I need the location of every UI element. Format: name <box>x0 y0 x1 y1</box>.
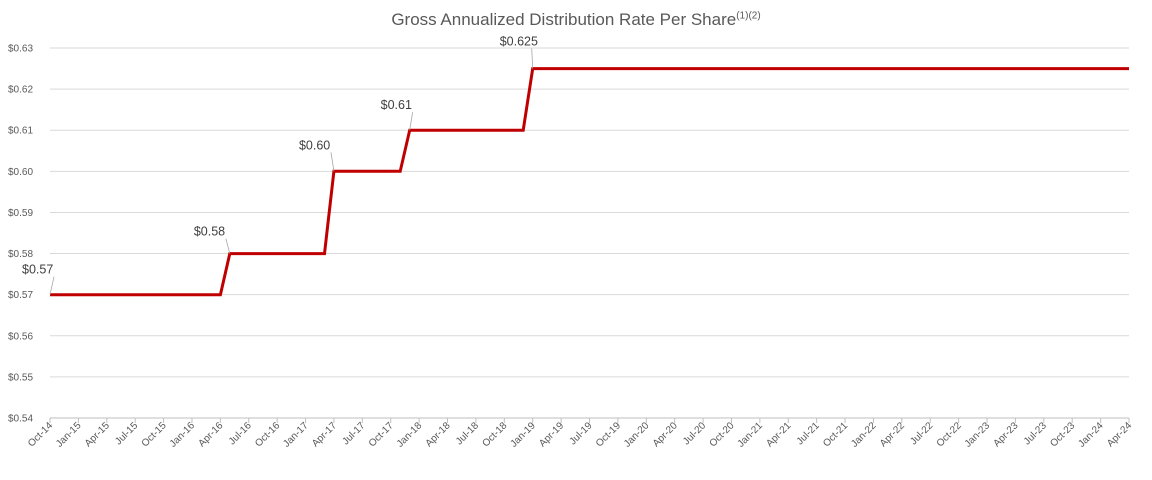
x-tick-label: Apr-17 <box>310 420 339 449</box>
data-label: $0.60 <box>299 138 330 152</box>
x-tick-label: Jan-21 <box>736 420 766 450</box>
x-tick-label: Oct-15 <box>140 420 169 449</box>
x-tick-label: Jan-18 <box>395 420 425 450</box>
y-tick-label: $0.59 <box>8 208 33 219</box>
series-line <box>50 67 1129 297</box>
x-tick-label: Jul-18 <box>454 420 481 447</box>
x-tick-label: Apr-24 <box>1105 420 1134 449</box>
x-tick-label: Oct-22 <box>935 420 964 449</box>
x-tick-label: Oct-21 <box>821 420 850 449</box>
data-label-leader <box>49 276 55 295</box>
x-tick-label: Jan-20 <box>622 420 652 450</box>
y-tick-label: $0.61 <box>8 126 33 137</box>
x-tick-label: Apr-23 <box>992 420 1021 449</box>
x-tick-label: Apr-18 <box>424 420 453 449</box>
x-tick-label: Oct-18 <box>480 420 509 449</box>
y-tick-label: $0.58 <box>8 249 33 260</box>
x-tick-label: Oct-17 <box>367 420 396 449</box>
x-tick-label: Jan-24 <box>1076 420 1106 450</box>
x-tick-label: Oct-19 <box>594 420 623 449</box>
data-label-leader <box>330 152 335 172</box>
x-tick-label: Oct-20 <box>708 420 737 449</box>
x-tick-label: Jul-22 <box>908 420 935 447</box>
x-tick-label: Apr-16 <box>196 420 225 449</box>
chart-title: Gross Annualized Distribution Rate Per S… <box>391 10 761 29</box>
y-tick-label: $0.62 <box>8 85 33 96</box>
x-tick-label: Apr-20 <box>651 420 680 449</box>
data-label: $0.61 <box>381 98 412 112</box>
x-tick-label: Jul-15 <box>113 420 140 447</box>
x-tick-label: Oct-16 <box>253 420 282 449</box>
data-label-leader <box>531 48 534 69</box>
x-tick-label: Jul-21 <box>795 420 822 447</box>
x-tick-label: Jan-17 <box>281 420 311 450</box>
x-tick-label: Apr-15 <box>83 420 112 449</box>
x-tick-label: Jul-23 <box>1022 420 1049 447</box>
x-tick-label: Jan-15 <box>54 420 84 450</box>
data-label: $0.625 <box>500 35 538 49</box>
x-tick-label: Jan-23 <box>963 420 993 450</box>
y-tick-label: $0.56 <box>8 331 33 342</box>
x-tick-label: Jan-16 <box>168 420 198 450</box>
y-tick-label: $0.63 <box>8 44 33 55</box>
y-tick-label: $0.60 <box>8 167 33 178</box>
x-tick-label: Apr-19 <box>537 420 566 449</box>
chart-title-superscript: (1)(2) <box>736 10 761 22</box>
x-tick-label: Jul-16 <box>227 420 254 447</box>
x-tick-label: Jan-22 <box>849 420 879 450</box>
data-label: $0.58 <box>194 225 225 239</box>
data-label: $0.57 <box>22 263 53 277</box>
x-tick-label: Jan-19 <box>508 420 538 450</box>
data-label-leader <box>225 238 231 254</box>
x-tick-label: Jul-19 <box>568 420 595 447</box>
data-label-leader <box>409 112 414 131</box>
x-tick-label: Jul-17 <box>340 420 367 447</box>
x-tick-label: Jul-20 <box>681 420 708 447</box>
x-tick-label: Apr-22 <box>878 420 907 449</box>
x-tick-label: Oct-23 <box>1048 420 1077 449</box>
x-tick-label: Apr-21 <box>764 420 793 449</box>
y-tick-label: $0.57 <box>8 290 33 301</box>
y-tick-label: $0.55 <box>8 372 33 383</box>
y-tick-label: $0.54 <box>8 414 33 425</box>
